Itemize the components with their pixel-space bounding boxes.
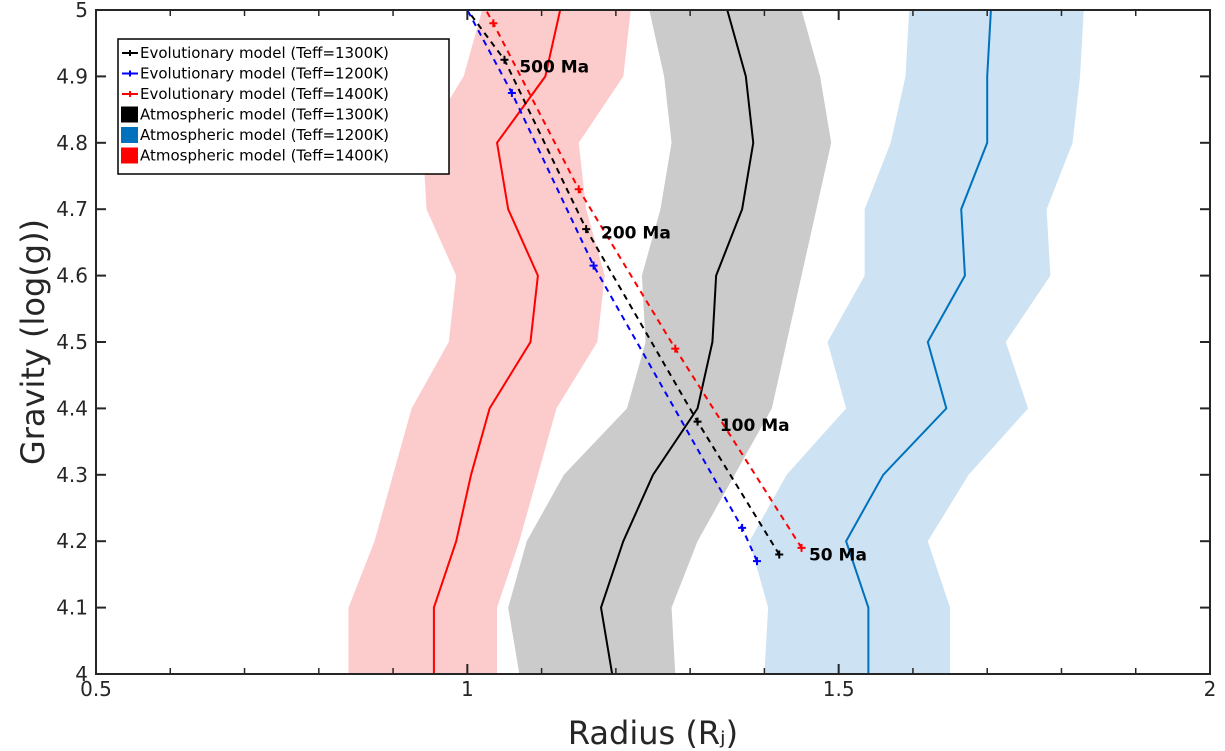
y-axis-label: Gravity (log(g)) [14, 219, 52, 465]
legend-entry-evolutionary-model-teff-1200k: Evolutionary model (Teff=1200K) [140, 65, 389, 83]
track-marker [693, 417, 702, 426]
track-marker [582, 225, 591, 234]
y-tick-label: 4.9 [56, 64, 88, 88]
uncertainty-bands [348, 10, 1084, 674]
y-tick-label: 4.1 [56, 596, 88, 620]
line-atmospheric-model-teff-1400k [432, 9, 562, 674]
y-tick-label: 4.7 [56, 197, 88, 221]
y-tick-label: 4.4 [56, 396, 88, 420]
age-annotations: 500 Ma 200 Ma 100 Ma 50 Ma [519, 57, 867, 565]
track-marker [574, 185, 583, 194]
legend-patch-swatch [121, 147, 138, 164]
legend: Evolutionary model (Teff=1300K) Evolution… [117, 38, 450, 175]
track-marker [507, 89, 516, 97]
track-marker [671, 344, 680, 353]
legend-entry-evolutionary-model-teff-1300k: Evolutionary model (Teff=1300K) [140, 44, 389, 62]
y-tick-label: 4.6 [56, 264, 88, 288]
track-marker [797, 543, 806, 552]
legend-box [117, 38, 450, 175]
legend-entry-atmospheric-model-teff-1200k: Atmospheric model (Teff=1200K) [140, 126, 389, 144]
band-atmospheric-model-teff-1400k [348, 10, 631, 674]
annotation-100-ma: 100 Ma [720, 416, 790, 436]
x-tick-label: 1.5 [823, 677, 855, 701]
model-lines [432, 9, 992, 675]
track-marker [500, 55, 509, 64]
track-marker [489, 19, 498, 28]
x-tick-label: 1 [461, 677, 474, 701]
annotation-200-ma: 200 Ma [601, 223, 671, 243]
x-tick-label: 0.5 [80, 677, 112, 701]
legend-entry-atmospheric-model-teff-1300k: Atmospheric model (Teff=1300K) [140, 106, 389, 124]
annotation-500-ma: 500 Ma [519, 57, 589, 77]
track-marker [589, 261, 598, 270]
legend-patch-swatch [121, 106, 138, 123]
legend-patch-swatch [121, 127, 138, 143]
x-tick-label: 2 [1204, 677, 1217, 701]
track-evolutionary-model-teff-1200k [466, 9, 758, 562]
axis-ticks: 0.5 1 1.5 2 4 4.1 4.2 4.3 4.4 4.5 4.6 4.7 4.8 4.9 5 [56, 0, 1216, 701]
y-tick-label: 4.5 [56, 330, 88, 354]
band-atmospheric-model-teff-1200k [749, 10, 1084, 674]
y-tick-label: 5 [75, 0, 88, 22]
track-marker [738, 523, 747, 532]
line-atmospheric-model-teff-1300k [599, 9, 755, 675]
y-tick-label: 4.2 [56, 529, 88, 553]
track-marker [775, 550, 784, 559]
legend-entry-atmospheric-model-teff-1400k: Atmospheric model (Teff=1400K) [140, 147, 389, 165]
annotation-50-ma: 50 Ma [809, 545, 867, 565]
y-tick-label: 4 [75, 662, 88, 686]
x-axis-label: Radius (Rⱼ) [568, 714, 738, 751]
track-marker [752, 557, 761, 566]
line-atmospheric-model-teff-1200k [845, 9, 992, 674]
band-atmospheric-model-teff-1300k [508, 10, 832, 674]
y-tick-label: 4.3 [56, 463, 88, 487]
evolutionary-tracks [466, 9, 806, 566]
y-tick-label: 4.8 [56, 131, 88, 155]
legend-entry-evolutionary-model-teff-1400k: Evolutionary model (Teff=1400K) [140, 85, 389, 103]
